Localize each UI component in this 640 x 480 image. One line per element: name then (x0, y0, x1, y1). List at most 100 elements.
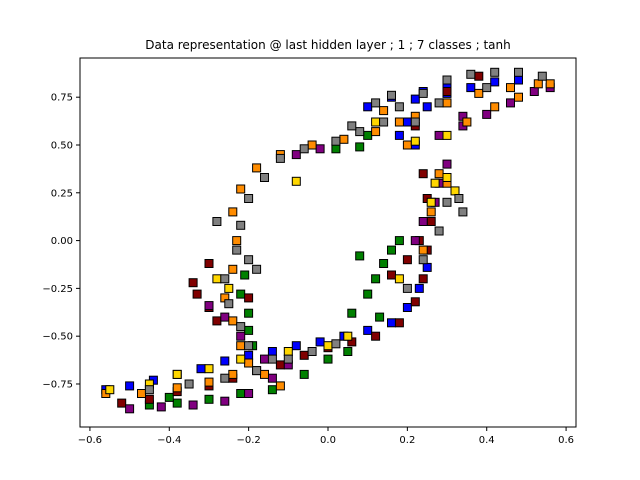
x-tick-label: −0.6 (78, 435, 102, 446)
y-tick-label: 0.50 (51, 140, 73, 151)
data-point (514, 75, 523, 85)
data-point (283, 347, 293, 356)
data-point (307, 347, 317, 356)
data-point (375, 312, 385, 322)
data-point (462, 117, 472, 127)
data-point (331, 144, 341, 154)
data-point (355, 127, 365, 137)
y-tick-label: 0.75 (51, 93, 73, 104)
data-point (212, 316, 222, 326)
data-point (212, 274, 222, 284)
data-point (164, 392, 174, 402)
data-point (188, 278, 198, 288)
data-point (363, 102, 373, 112)
data-point (244, 389, 254, 398)
data-point (426, 207, 436, 217)
data-point (291, 150, 301, 160)
data-point (394, 130, 404, 140)
data-point (228, 264, 238, 274)
data-point (307, 140, 317, 150)
data-point (434, 169, 444, 179)
data-point (442, 197, 452, 207)
data-point (156, 402, 166, 412)
data-point (260, 354, 269, 364)
data-point (371, 98, 381, 108)
data-point (299, 369, 309, 379)
data-point (422, 102, 432, 112)
y-tick-label: −0.50 (42, 332, 73, 343)
data-point (442, 130, 452, 140)
data-point (260, 369, 269, 379)
data-point (363, 289, 373, 299)
data-point (267, 385, 277, 395)
data-point (339, 134, 349, 144)
y-tick-label: 0.25 (51, 188, 73, 199)
data-point (236, 354, 246, 364)
y-tick-label: −0.25 (42, 284, 73, 295)
data-point (418, 217, 428, 226)
data-point (402, 303, 412, 312)
data-point (410, 117, 420, 127)
data-point (410, 136, 420, 146)
data-point (371, 127, 381, 137)
data-point (482, 109, 492, 119)
data-point (252, 366, 262, 376)
data-point (291, 176, 301, 186)
data-point (212, 217, 222, 226)
x-tick-label: 0.0 (320, 435, 336, 446)
data-point (299, 350, 309, 360)
data-point (244, 255, 254, 265)
data-point (430, 178, 440, 188)
data-point (244, 341, 254, 351)
data-point (283, 354, 293, 364)
y-tick-label: −0.75 (42, 379, 73, 390)
data-point (224, 283, 234, 293)
data-point (355, 251, 365, 261)
data-point (196, 364, 206, 374)
data-point (331, 339, 341, 349)
data-point (490, 102, 500, 112)
data-point (267, 354, 277, 364)
data-point (275, 360, 285, 370)
data-point (442, 159, 452, 169)
data-point (275, 153, 285, 163)
data-point (394, 236, 404, 246)
data-point (220, 274, 230, 284)
data-point (204, 259, 214, 268)
data-point (410, 297, 420, 307)
data-point (506, 83, 515, 93)
data-point (371, 274, 381, 284)
data-point (474, 88, 484, 98)
data-point (236, 184, 246, 194)
data-point (236, 331, 246, 341)
data-point (418, 255, 428, 265)
x-tick-label: −0.2 (236, 435, 260, 446)
data-point (506, 98, 515, 108)
data-point (545, 79, 555, 89)
data-point (514, 67, 523, 77)
data-point (220, 396, 230, 406)
chart-title: Data representation @ last hidden layer … (145, 38, 510, 52)
data-point (426, 197, 436, 207)
data-point (144, 394, 154, 404)
data-point (236, 389, 246, 398)
data-point (275, 381, 285, 391)
data-point (172, 398, 182, 408)
data-point (410, 236, 420, 246)
data-point (343, 347, 353, 356)
data-point (490, 67, 500, 77)
y-tick-label: 0.00 (51, 236, 73, 247)
x-tick-label: 0.4 (479, 435, 495, 446)
data-point (387, 245, 396, 255)
data-point (220, 373, 230, 383)
data-point (379, 106, 389, 116)
x-tick-label: 0.2 (399, 435, 415, 446)
data-point (418, 274, 428, 284)
data-point (379, 117, 389, 127)
data-point (422, 262, 432, 272)
data-point (482, 83, 492, 93)
data-point (228, 207, 238, 217)
data-point (434, 226, 444, 236)
data-point (387, 318, 396, 328)
